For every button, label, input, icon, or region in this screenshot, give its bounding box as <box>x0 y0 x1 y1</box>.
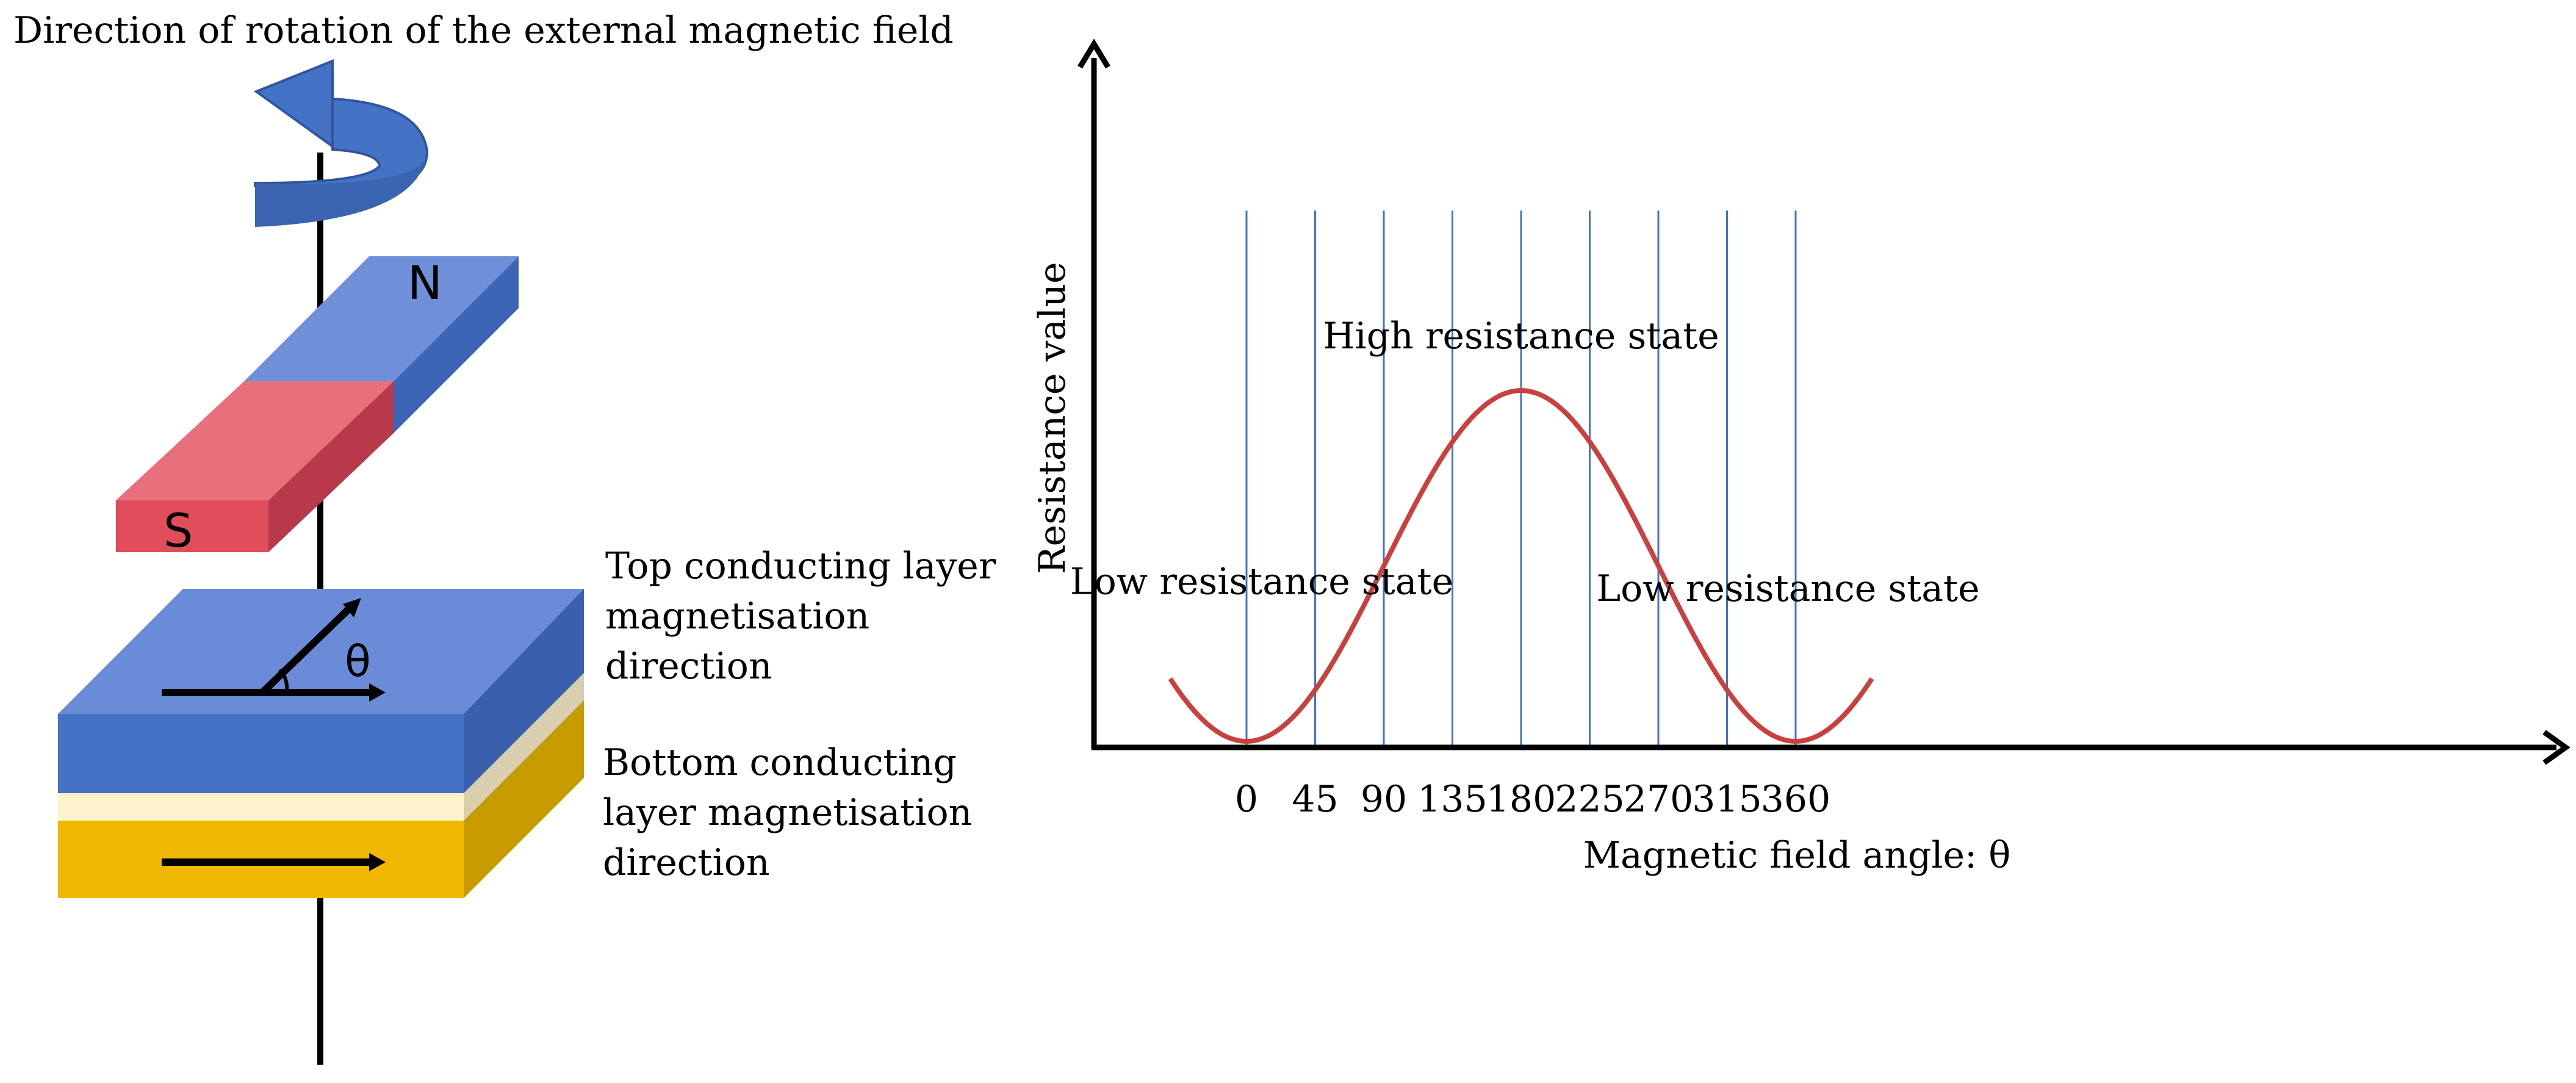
spacer-layer-side <box>464 673 584 821</box>
top-magnetisation-arrows: θ <box>162 598 386 702</box>
layer-stack: θ <box>58 589 584 898</box>
annotation-low-resistance-left: Low resistance state <box>1070 561 1453 603</box>
x-tick-label: 0 <box>1235 778 1258 821</box>
x-tick-label: 90 <box>1361 778 1407 821</box>
x-tick-label: 45 <box>1292 778 1338 821</box>
magnet-north-top <box>244 256 519 381</box>
resistance-curve <box>1168 387 1874 744</box>
x-axis-label: Magnetic field angle: θ <box>1583 834 2011 877</box>
top-layer-top <box>58 589 584 714</box>
bottom-layer-label-line3: direction <box>603 841 769 884</box>
magnet-south-top <box>116 381 394 500</box>
top-layer-front <box>58 714 464 793</box>
spacer-layer-front <box>58 793 464 821</box>
top-layer-label-line1: Top conducting layer <box>605 545 996 588</box>
annotation-low-resistance-right: Low resistance state <box>1596 567 1979 610</box>
annotation-high-resistance: High resistance state <box>1323 315 1719 358</box>
magnet-north-side <box>394 256 519 433</box>
x-tick-label: 180 <box>1486 778 1556 821</box>
bottom-layer-label: Bottom conducting layer magnetisation di… <box>603 741 984 884</box>
bottom-layer-side <box>464 700 584 898</box>
top-layer-label: Top conducting layer magnetisation direc… <box>605 545 1008 688</box>
bottom-layer-label-line2: layer magnetisation <box>603 791 972 834</box>
device-diagram: Direction of rotation of the external ma… <box>13 9 1008 1065</box>
top-layer-side <box>464 589 584 793</box>
x-tick-label: 315 <box>1692 778 1762 821</box>
bottom-magnetisation-arrow-icon <box>162 853 386 871</box>
x-tick-label: 225 <box>1555 778 1625 821</box>
rotation-arrow-icon <box>253 59 429 227</box>
x-tick-label: 360 <box>1761 778 1831 821</box>
magnet-south-front <box>116 500 268 552</box>
grid-lines <box>1245 210 1797 746</box>
magnet-south-label: S <box>164 503 193 558</box>
x-axis <box>1092 730 2571 765</box>
bottom-layer-label-line1: Bottom conducting <box>603 741 957 784</box>
top-layer-label-line2: magnetisation <box>605 595 869 638</box>
x-tick-label: 135 <box>1417 778 1488 821</box>
y-axis <box>1078 38 1110 749</box>
magnet-south-side <box>268 381 394 552</box>
magnet-north-label: N <box>408 256 442 310</box>
y-axis-label: Resistance value <box>1031 262 1074 574</box>
rotation-label: Direction of rotation of the external ma… <box>13 9 954 52</box>
x-tick-label: 270 <box>1624 778 1694 821</box>
angle-theta-label: θ <box>345 636 371 686</box>
bar-magnet: N S <box>116 256 519 558</box>
top-layer-label-line3: direction <box>605 645 772 688</box>
